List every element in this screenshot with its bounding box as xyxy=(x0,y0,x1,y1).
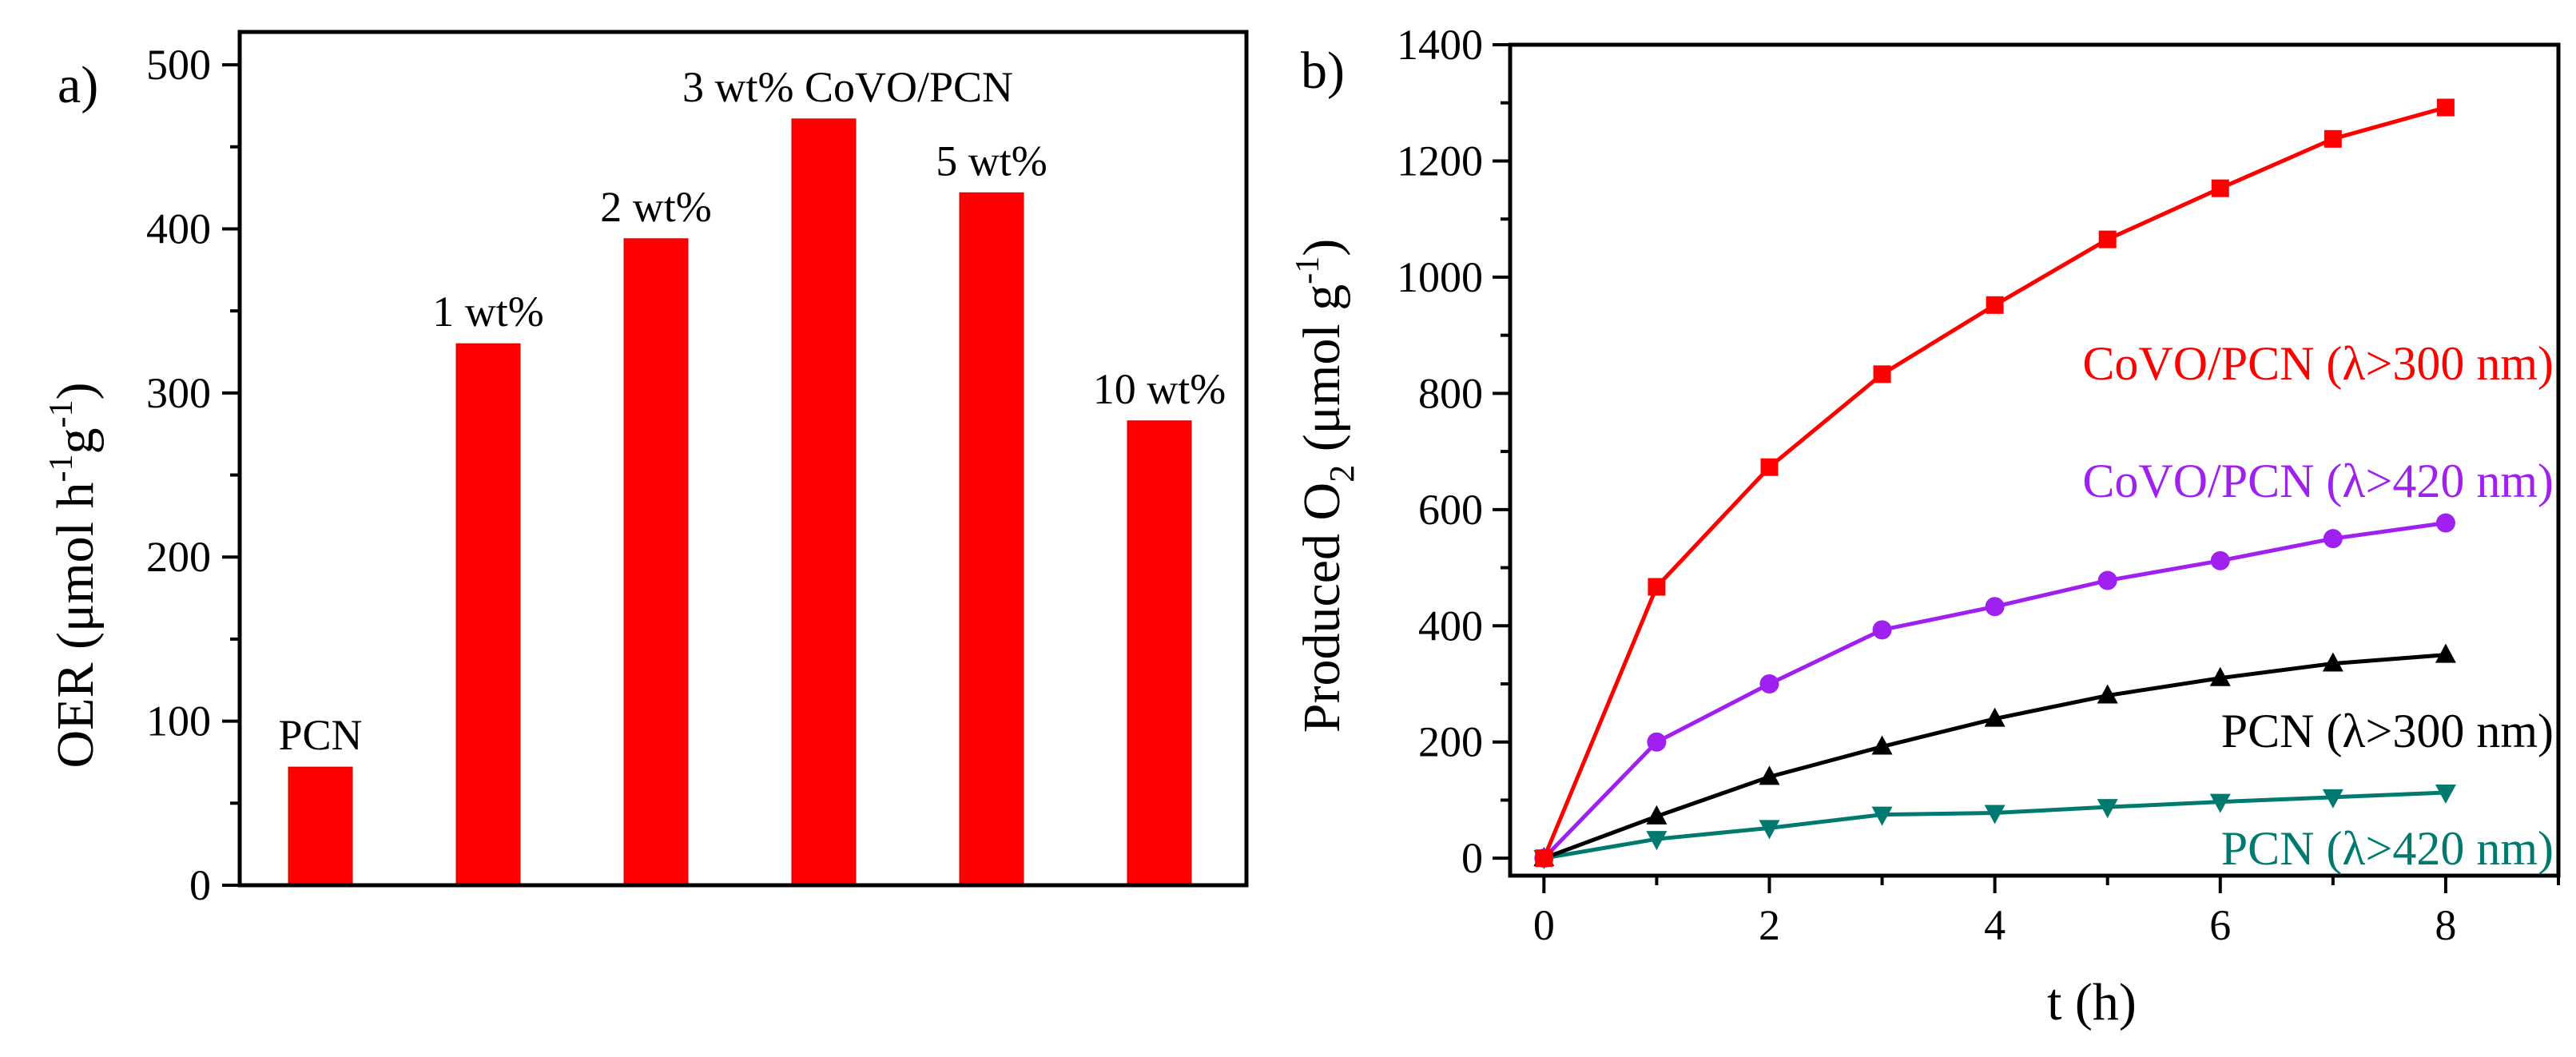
panel-b-y-tick-label: 1400 xyxy=(1397,21,1483,69)
panel-a-y-tick-label: 100 xyxy=(146,697,211,745)
panel-b-ylabel-main: Produced O xyxy=(1293,483,1351,733)
panel-b-data-point xyxy=(1984,805,2006,825)
panel-b-y-tick-label: 400 xyxy=(1418,602,1483,650)
panel-b-y-tick-label: 200 xyxy=(1418,718,1483,766)
panel-a-bars: PCN 1 wt% 2 wt% 3 wt% CoVO/PCN 5 wt% 10 wt% xyxy=(278,63,1226,886)
panel-b-data-point xyxy=(1759,674,1779,693)
panel-a-bar xyxy=(1127,420,1192,886)
panel-b-ylabel-end: ) xyxy=(1293,239,1351,256)
panel-a-bar-label: PCN xyxy=(278,711,362,759)
panel-b-data-point xyxy=(1647,732,1667,752)
panel-b-data-point xyxy=(2322,652,2343,672)
panel-b-axes: 0 200 400 600 800 1000 1200 1400 0 2 4 6 8 xyxy=(1397,21,2561,949)
panel-a-ylabel-sup2: -1 xyxy=(43,399,80,427)
panel-b-data-point xyxy=(1985,597,2005,617)
panel-b-y-tick-label: 1200 xyxy=(1397,137,1483,185)
panel-a-y-tick-label: 300 xyxy=(146,369,211,417)
panel-a-bar-chart: a) PCN 1 wt% 2 wt% 3 wt% CoVO/PCN 5 wt% 10 wt… xyxy=(43,30,1249,909)
panel-a-bar-label: 5 wt% xyxy=(936,137,1047,185)
panel-b-ylabel-sup: -1 xyxy=(1290,256,1326,284)
panel-b-series-label: PCN (λ>300 nm) xyxy=(2221,705,2554,757)
panel-b-data-point xyxy=(1760,458,1779,476)
panel-b-y-tick-label: 0 xyxy=(1461,834,1483,882)
panel-b-frame xyxy=(1508,42,2561,878)
panel-b-data-point xyxy=(1759,820,1780,840)
panel-b-x-axis-title: t (h) xyxy=(2047,973,2137,1031)
panel-b-series xyxy=(1533,98,2456,870)
panel-b-ylabel-mid: (μmol g xyxy=(1293,284,1351,465)
panel-b-ylabel-sub: 2 xyxy=(1322,465,1362,483)
panel-a-bar xyxy=(288,766,353,886)
panel-b-data-point xyxy=(2209,666,2231,686)
panel-a-bar xyxy=(959,192,1024,886)
panel-a-bar-label: 3 wt% CoVO/PCN xyxy=(682,63,1013,111)
panel-a-bar xyxy=(623,238,689,886)
panel-b-y-tick-label: 600 xyxy=(1418,486,1483,534)
panel-a-y-tick-label: 0 xyxy=(189,861,211,909)
panel-b-y-axis-title: Produced O2 (μmol g-1) xyxy=(1290,239,1362,733)
panel-b-data-point xyxy=(2210,550,2230,570)
panel-b-data-point xyxy=(2097,684,2118,704)
panel-b-data-point xyxy=(2324,129,2342,148)
panel-a-ylabel-sup1: -1 xyxy=(43,454,80,482)
panel-b-data-point xyxy=(2211,179,2229,197)
panel-b-series-label: CoVO/PCN (λ>300 nm) xyxy=(2082,337,2554,390)
panel-b-x-tick-label: 4 xyxy=(1984,901,2006,949)
panel-b-data-point xyxy=(2098,230,2117,248)
panel-b-data-point xyxy=(2435,785,2456,804)
panel-b-data-point xyxy=(1984,707,2006,727)
panel-a-bar-label: 1 wt% xyxy=(432,288,543,336)
panel-b-data-point xyxy=(2209,793,2231,813)
panel-a-bar-label: 2 wt% xyxy=(600,183,711,231)
panel-b-data-point xyxy=(2435,513,2455,533)
panel-b-data-point xyxy=(1873,365,1891,383)
panel-b-data-point xyxy=(2436,98,2455,117)
panel-b-x-tick-label: 2 xyxy=(1759,901,1780,949)
panel-b-data-point xyxy=(1648,578,1666,596)
panel-a-y-tick-label: 500 xyxy=(146,41,211,89)
panel-a-bar xyxy=(791,118,857,886)
panel-a-bar-label: 10 wt% xyxy=(1093,365,1226,413)
panel-b-series-label: CoVO/PCN (λ>420 nm) xyxy=(2082,455,2554,507)
panel-b-legend: CoVO/PCN (λ>300 nm) CoVO/PCN (λ>420 nm) PC… xyxy=(2082,337,2554,875)
panel-a-y-axis-title: OER (μmol h-1g-1) xyxy=(43,382,105,768)
panel-a-label: a) xyxy=(58,56,98,114)
panel-b-data-point xyxy=(1646,805,1668,825)
panel-a-y-tick-label: 200 xyxy=(146,533,211,581)
panel-b-data-point xyxy=(2097,799,2118,819)
panel-b-data-point xyxy=(2323,529,2343,549)
panel-b-data-point xyxy=(1871,735,1893,755)
panel-b-x-tick-label: 6 xyxy=(2209,901,2231,949)
panel-b-series-label: PCN (λ>420 nm) xyxy=(2221,822,2554,875)
panel-b-data-point xyxy=(2435,643,2456,663)
panel-b-data-point xyxy=(1646,831,1668,851)
panel-b-data-point xyxy=(2322,789,2343,809)
panel-a-y-tick-label: 400 xyxy=(146,205,211,252)
panel-b-x-tick-label: 8 xyxy=(2435,901,2456,949)
panel-a-ylabel-end: ) xyxy=(46,382,105,399)
panel-b-label: b) xyxy=(1301,42,1345,100)
panel-a-frame xyxy=(237,30,1249,888)
panel-b-data-point xyxy=(1871,806,1893,826)
panel-b-data-point xyxy=(1986,296,2004,314)
panel-b-line-chart: b) 0 200 400 600 800 1000 1200 1400 0 2 4 6 8 CoVO/P… xyxy=(1290,21,2561,1031)
panel-b-data-point xyxy=(1872,620,1892,640)
panel-b-data-point xyxy=(2097,570,2117,590)
panel-b-data-point xyxy=(1535,849,1553,868)
panel-b-x-tick-label: 0 xyxy=(1533,901,1555,949)
panel-b-y-tick-label: 800 xyxy=(1418,369,1483,417)
panel-a-bar xyxy=(455,343,521,886)
panel-a-ylabel-mid: g xyxy=(46,427,105,454)
panel-a-ylabel-main: OER (μmol h xyxy=(46,482,105,768)
panel-b-y-tick-label: 1000 xyxy=(1397,253,1483,301)
panel-a-axes: 0 100 200 300 400 500 xyxy=(146,30,1249,909)
panel-b-data-point xyxy=(1759,765,1780,785)
